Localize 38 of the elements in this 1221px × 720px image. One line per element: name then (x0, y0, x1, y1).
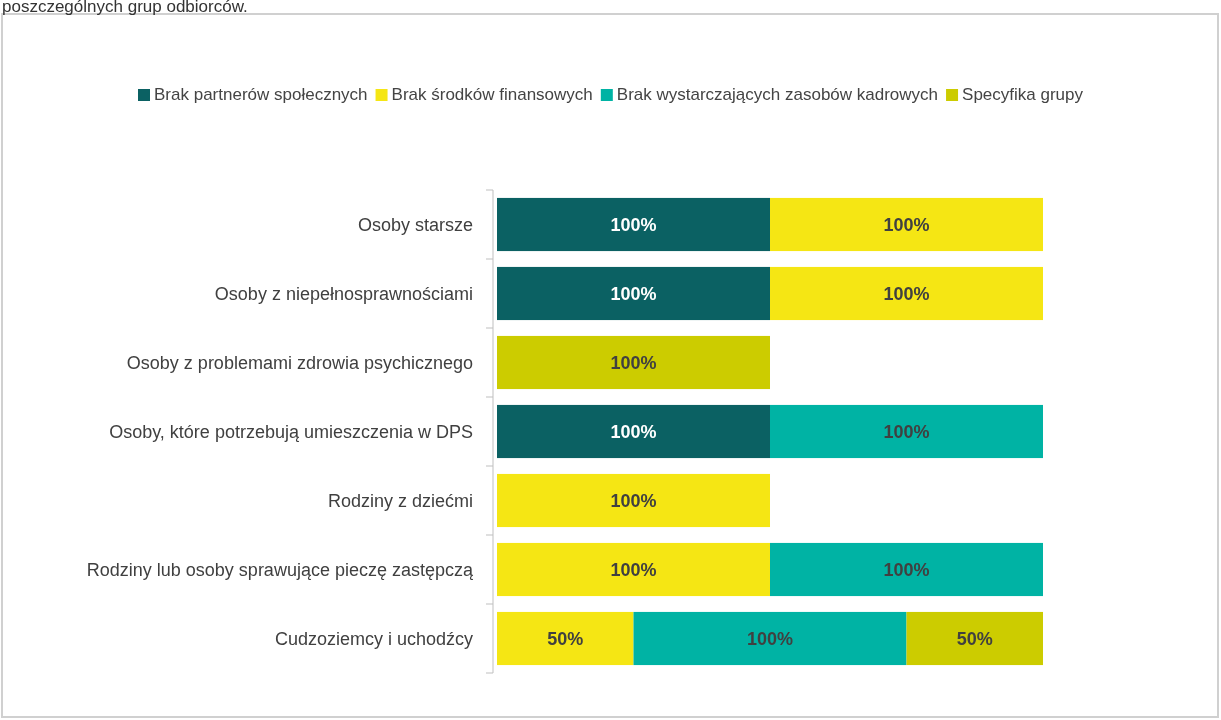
bar (770, 266, 1043, 321)
data-label: 100% (746, 628, 794, 649)
bar (770, 542, 1043, 597)
bar (497, 404, 770, 459)
bar (906, 611, 1043, 666)
data-label: 100% (883, 283, 930, 304)
data-label: 50% (547, 628, 584, 649)
text: poszczególnych grup odbiorców. (2, 0, 248, 16)
legend-label: Brak wystarczających zasobów kadrowych (616, 85, 939, 104)
bar (497, 266, 770, 321)
y-tick-label: Rodziny z dziećmi (327, 490, 473, 511)
bar (497, 611, 634, 666)
bar (497, 473, 770, 528)
legend-label: Specyfika grupy (962, 85, 1084, 104)
data-label: 100% (883, 214, 930, 235)
bar (497, 335, 770, 390)
bar (770, 404, 1043, 459)
y-tick-label: Osoby starsze (357, 214, 473, 235)
data-label: 100% (610, 214, 657, 235)
legend-label: Brak partnerów społecznych (154, 85, 368, 104)
data-label: 100% (883, 559, 930, 580)
data-label: 100% (610, 421, 657, 442)
data-label: 100% (610, 559, 657, 580)
y-tick-label: Cudzoziemcy i uchodźcy (274, 628, 473, 649)
bar (633, 611, 907, 666)
y-tick-label: Osoby z problemami zdrowia psychicznego (126, 352, 473, 373)
data-label: 100% (610, 283, 657, 304)
y-tick-label: Osoby, które potrzebują umieszczenia w DPS (109, 421, 473, 442)
bar (497, 542, 770, 597)
data-label: 100% (883, 421, 930, 442)
bar (770, 197, 1043, 252)
y-tick-label: Osoby z niepełnosprawnościami (214, 283, 473, 304)
data-label: 100% (610, 352, 657, 373)
bar (497, 197, 770, 252)
data-label: 50% (956, 628, 993, 649)
y-tick-label: Rodziny lub osoby sprawujące pieczę zastępczą (86, 559, 474, 580)
data-label: 100% (610, 490, 657, 511)
legend-label: Brak środków finansowych (391, 85, 593, 104)
